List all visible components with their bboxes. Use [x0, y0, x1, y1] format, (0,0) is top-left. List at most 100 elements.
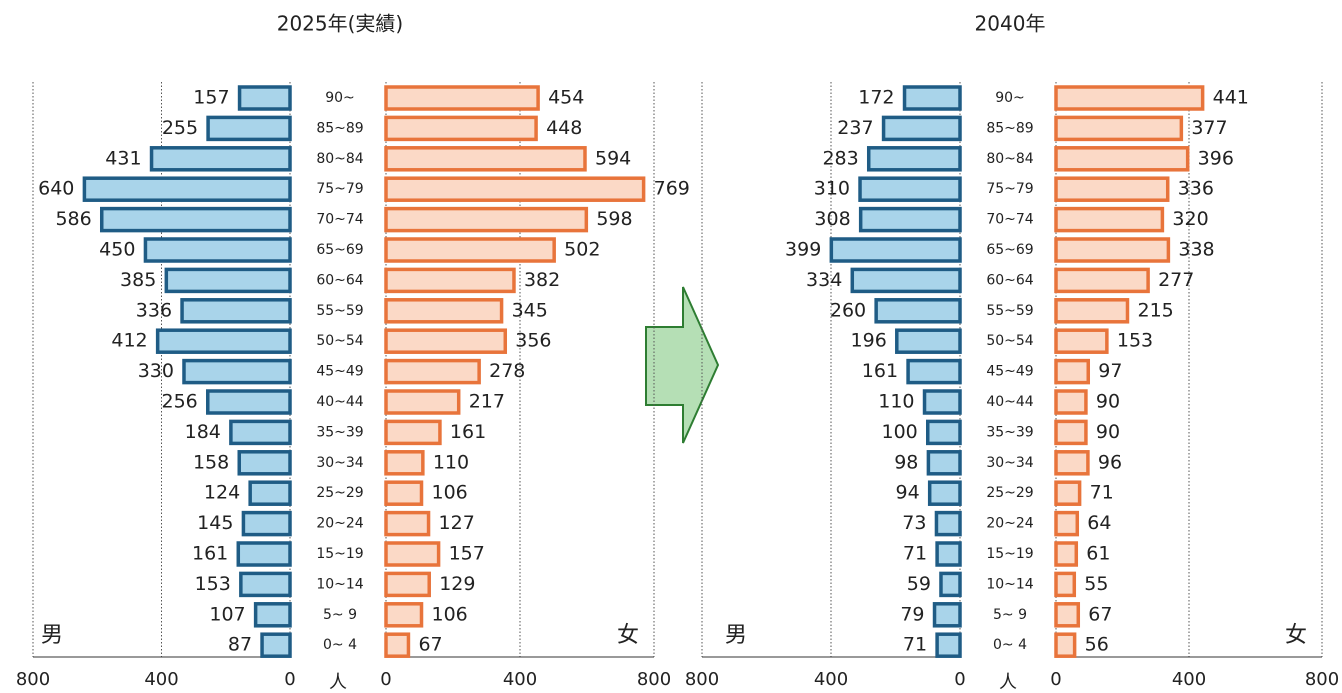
series-name: 女 — [617, 623, 639, 648]
age-label: 0~ 4 — [993, 637, 1027, 653]
bar — [99, 206, 292, 233]
bar — [384, 298, 504, 324]
age-label: 55~59 — [986, 303, 1033, 319]
bar — [248, 480, 292, 506]
value-label: 320 — [1172, 208, 1208, 230]
age-label: 75~79 — [986, 181, 1033, 197]
value-label: 338 — [1178, 239, 1214, 261]
value-label: 454 — [548, 87, 584, 109]
value-label: 71 — [903, 543, 927, 565]
value-label: 594 — [595, 147, 631, 169]
value-label: 100 — [881, 421, 917, 443]
age-label: 15~19 — [316, 546, 363, 562]
bar — [902, 85, 962, 111]
value-label: 107 — [209, 603, 245, 625]
age-label: 25~29 — [316, 485, 363, 501]
bar — [82, 176, 292, 202]
x-tick-label: 800 — [16, 669, 50, 690]
age-label: 65~69 — [986, 242, 1033, 258]
age-label: 30~34 — [316, 455, 363, 471]
value-label: 97 — [1098, 360, 1122, 382]
value-label: 161 — [450, 421, 486, 443]
value-label: 161 — [862, 360, 898, 382]
value-label: 399 — [785, 239, 821, 261]
age-label: 50~54 — [986, 333, 1033, 349]
bar — [939, 571, 962, 598]
value-label: 55 — [1084, 573, 1108, 595]
value-label: 334 — [806, 269, 842, 291]
bar — [241, 510, 292, 537]
bar — [237, 85, 292, 111]
bar — [1054, 328, 1109, 354]
value-label: 172 — [858, 87, 894, 109]
value-label: 184 — [185, 421, 221, 443]
age-label: 50~54 — [316, 333, 363, 349]
value-label: 330 — [138, 360, 174, 382]
value-label: 385 — [120, 269, 156, 291]
value-label: 598 — [596, 208, 632, 230]
age-label: 90~ — [325, 90, 355, 106]
value-label: 79 — [900, 603, 924, 625]
bar — [866, 146, 962, 172]
age-label: 30~34 — [986, 455, 1033, 471]
bar — [1054, 298, 1130, 324]
bar — [1054, 358, 1091, 385]
value-label: 157 — [193, 87, 229, 109]
value-label: 90 — [1096, 391, 1120, 413]
x-tick-label: 400 — [503, 669, 537, 690]
value-label: 90 — [1096, 421, 1120, 443]
value-label: 255 — [162, 117, 198, 139]
x-tick-label: 0 — [954, 669, 965, 690]
value-label: 278 — [489, 360, 525, 382]
bar — [384, 632, 411, 658]
series-name: 女 — [1285, 623, 1307, 648]
bar — [906, 358, 962, 385]
bar — [384, 419, 442, 446]
value-label: 396 — [1198, 147, 1234, 169]
bar — [384, 328, 508, 354]
bar — [1054, 510, 1080, 537]
value-label: 356 — [515, 330, 551, 352]
value-label: 110 — [433, 451, 469, 473]
value-label: 260 — [830, 299, 866, 321]
value-label: 336 — [136, 299, 172, 321]
bar — [180, 298, 292, 324]
value-label: 217 — [469, 391, 505, 413]
value-label: 71 — [903, 634, 927, 656]
bar — [1054, 480, 1082, 506]
age-label: 45~49 — [316, 364, 363, 380]
bar — [858, 176, 962, 202]
bar — [384, 510, 431, 537]
age-label: 45~49 — [986, 364, 1033, 380]
value-label: 161 — [192, 543, 228, 565]
value-label: 61 — [1086, 543, 1110, 565]
value-label: 502 — [564, 239, 600, 261]
bar — [926, 419, 962, 446]
bar — [934, 510, 962, 537]
bar — [384, 358, 481, 385]
age-label: 10~14 — [986, 576, 1033, 592]
value-label: 345 — [512, 299, 548, 321]
value-label: 382 — [524, 269, 560, 291]
value-label: 448 — [546, 117, 582, 139]
value-label: 158 — [193, 451, 229, 473]
value-label: 64 — [1087, 512, 1111, 534]
bar — [239, 571, 292, 598]
value-label: 277 — [1158, 269, 1194, 291]
bar — [850, 267, 962, 294]
value-label: 153 — [195, 573, 231, 595]
age-label: 20~24 — [986, 516, 1033, 532]
bar — [1054, 115, 1184, 142]
age-label: 5~ 9 — [323, 607, 357, 623]
bar — [384, 237, 556, 263]
value-label: 196 — [851, 330, 887, 352]
bar — [149, 146, 292, 172]
bar — [229, 419, 292, 446]
age-label: 80~84 — [986, 151, 1033, 167]
age-label: 80~84 — [316, 151, 363, 167]
bar — [384, 571, 431, 598]
value-label: 124 — [204, 482, 240, 504]
bar — [206, 115, 292, 142]
bar — [829, 237, 962, 263]
